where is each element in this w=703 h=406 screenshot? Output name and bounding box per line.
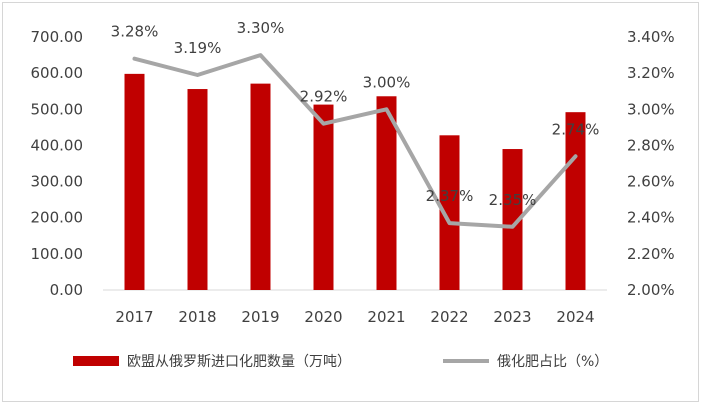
- x-tick-label: 2021: [367, 308, 405, 326]
- right-tick-label: 3.00%: [627, 100, 675, 118]
- line-data-label: 2.92%: [300, 88, 348, 106]
- line-data-label: 2.35%: [489, 191, 537, 209]
- legend-bar-label: 欧盟从俄罗斯进口化肥数量（万吨）: [127, 354, 351, 370]
- bar: [250, 83, 271, 290]
- right-tick-label: 2.80%: [627, 136, 675, 154]
- x-axis-ticks: 2017 2018 2019 2020 2021 2022 2023 2024: [115, 308, 594, 326]
- legend-line-label: 俄化肥占比（%）: [497, 354, 608, 370]
- right-tick-label: 2.40%: [627, 209, 675, 227]
- bar: [124, 73, 145, 290]
- line-data-label: 3.19%: [174, 39, 222, 57]
- legend-bar-swatch: [73, 356, 119, 366]
- left-tick-label: 100.00: [31, 245, 84, 263]
- line-data-labels: 3.28% 3.19% 3.30% 2.92% 3.00% 2.37% 2.35% 2.74%: [111, 19, 600, 209]
- line-series: [132, 53, 578, 229]
- bar: [502, 149, 523, 290]
- x-tick-label: 2018: [178, 308, 216, 326]
- line-data-label: 3.28%: [111, 23, 159, 41]
- chart-svg: 0.00 100.00 200.00 300.00 400.00 500.00 600.00…: [31, 19, 675, 370]
- x-tick-label: 2024: [556, 308, 594, 326]
- bar: [187, 89, 208, 290]
- left-tick-label: 200.00: [31, 209, 84, 227]
- right-axis-ticks: 2.00% 2.20% 2.40% 2.60% 2.80% 3.00% 3.20% 3.40%: [627, 28, 675, 299]
- left-axis-ticks: 0.00 100.00 200.00 300.00 400.00 500.00 600.00…: [31, 28, 84, 299]
- left-tick-label: 500.00: [31, 100, 84, 118]
- line-data-label: 3.30%: [237, 19, 285, 37]
- bar: [565, 112, 586, 290]
- bar-series: [124, 73, 586, 290]
- right-tick-label: 2.00%: [627, 281, 675, 299]
- x-tick-label: 2019: [241, 308, 279, 326]
- bar: [313, 104, 334, 290]
- x-tick-label: 2023: [493, 308, 531, 326]
- x-tick-label: 2017: [115, 308, 153, 326]
- right-tick-label: 2.20%: [627, 245, 675, 263]
- legend: 欧盟从俄罗斯进口化肥数量（万吨） 俄化肥占比（%）: [73, 354, 608, 370]
- left-tick-label: 400.00: [31, 136, 84, 154]
- x-tick-label: 2020: [304, 308, 342, 326]
- left-tick-label: 600.00: [31, 64, 84, 82]
- line-data-label: 2.37%: [426, 187, 474, 205]
- left-tick-label: 300.00: [31, 173, 84, 191]
- left-tick-label: 0.00: [50, 281, 83, 299]
- right-tick-label: 2.60%: [627, 173, 675, 191]
- bar: [376, 96, 397, 290]
- left-tick-label: 700.00: [31, 28, 84, 46]
- line-data-label: 2.74%: [552, 120, 600, 138]
- right-tick-label: 3.40%: [627, 28, 675, 46]
- right-tick-label: 3.20%: [627, 64, 675, 82]
- line-data-label: 3.00%: [363, 73, 411, 91]
- chart-frame: 0.00 100.00 200.00 300.00 400.00 500.00 600.00…: [2, 2, 699, 402]
- bar: [439, 135, 460, 290]
- line-path: [132, 53, 578, 229]
- x-tick-label: 2022: [430, 308, 468, 326]
